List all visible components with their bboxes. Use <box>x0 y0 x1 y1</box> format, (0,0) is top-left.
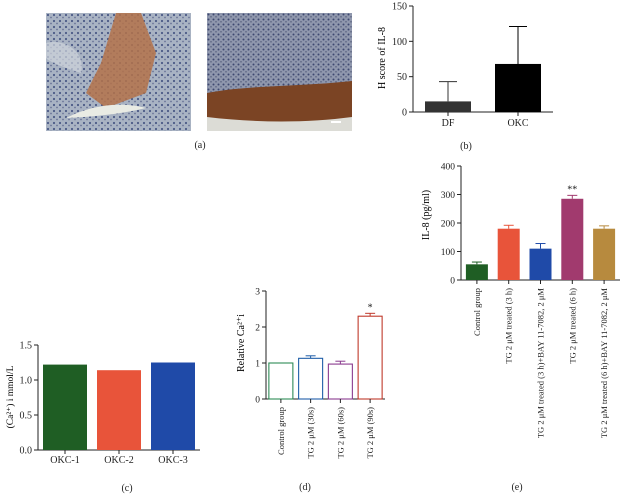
panel-label-e: (e) <box>511 482 523 493</box>
bar <box>43 364 87 450</box>
chart-b: H score of IL-8 0 50 100 150 DF OKC <box>377 2 553 129</box>
panel-label-c: (c) <box>121 483 133 494</box>
y-tick-label: 50 <box>397 72 407 83</box>
x-tick-label: Control group <box>276 407 286 455</box>
y-tick-label: 1.0 <box>20 376 33 387</box>
x-tick-label: OKC-1 <box>50 455 79 466</box>
bar <box>465 264 488 280</box>
x-tick-label: TG 2 μM treated (6 h)+BAY 11-7082, 2 μM <box>599 288 609 439</box>
bar <box>425 101 471 112</box>
y-tick-label: 1 <box>255 360 260 370</box>
panel-label-a: (a) <box>194 140 206 151</box>
x-tick-label: OKC <box>507 118 528 129</box>
y-tick-label: 3 <box>255 288 260 298</box>
panel-label-d: (d) <box>299 482 311 493</box>
y-tick-label: 0.0 <box>20 446 33 457</box>
chart-b-ylabel: H score of IL-8 <box>377 27 388 89</box>
bar <box>497 228 520 280</box>
x-tick-label: OKC-2 <box>104 455 133 466</box>
micrograph-df <box>46 13 191 131</box>
chart-c: (Ca²⁺) i mmol/L 0.0 0.5 1.0 1.5 OKC-1 OKC-2 OK… <box>5 341 200 466</box>
bar <box>529 248 552 280</box>
chart-c-ylabel: (Ca²⁺) i mmol/L <box>5 365 16 428</box>
x-tick-label: TG 2 μM (90s) <box>365 407 375 459</box>
micrograph-okc <box>207 13 352 131</box>
scale-bar <box>331 121 341 123</box>
y-tick-label: 400 <box>441 163 456 173</box>
y-tick-label: 2 <box>255 324 260 334</box>
y-tick-label: 1.5 <box>20 341 33 352</box>
x-tick-label: TG 2 μM treated (3 h) <box>504 288 514 364</box>
y-tick-label: 0 <box>450 277 455 287</box>
y-tick-label: 100 <box>441 248 456 258</box>
y-tick-label: 0 <box>402 108 407 119</box>
bar <box>561 198 584 280</box>
significance-label: ** <box>567 184 577 195</box>
y-tick-label: 200 <box>441 220 456 230</box>
bar <box>357 315 383 400</box>
chart-e: IL-8 (pg/ml) 0 100 200 300 400 Control group T… <box>421 163 620 439</box>
x-tick-label: OKC-3 <box>158 455 187 466</box>
x-tick-label: TG 2 μM (30s) <box>306 407 316 459</box>
bar <box>593 228 616 280</box>
bar <box>97 370 141 450</box>
bar <box>298 357 324 400</box>
x-tick-label: TG 2 μM treated (3 h)+BAY 11-7082, 2 μM <box>536 288 546 439</box>
significance-label: * <box>368 302 373 313</box>
x-tick-label: TG 2 μM treated (6 h) <box>567 288 577 364</box>
y-tick-label: 0.5 <box>20 411 33 422</box>
chart-d-ylabel: Relative Ca²⁺i <box>236 314 247 372</box>
x-tick-label: TG 2 μM (60s) <box>335 407 345 459</box>
x-tick-label: DF <box>442 118 455 129</box>
panel-label-b: (b) <box>460 141 472 152</box>
chart-e-ylabel: IL-8 (pg/ml) <box>421 190 432 240</box>
bar <box>495 63 541 112</box>
chart-d: Relative Ca²⁺i 0 1 2 3 Control group TG 2 μM … <box>236 288 385 459</box>
y-tick-label: 0 <box>255 396 260 406</box>
bar <box>268 362 294 400</box>
y-tick-label: 150 <box>392 2 407 13</box>
y-tick-label: 300 <box>441 191 456 201</box>
x-tick-label: Control group <box>472 288 482 336</box>
y-tick-label: 100 <box>392 37 407 48</box>
bar <box>151 362 195 450</box>
bar <box>327 363 353 400</box>
